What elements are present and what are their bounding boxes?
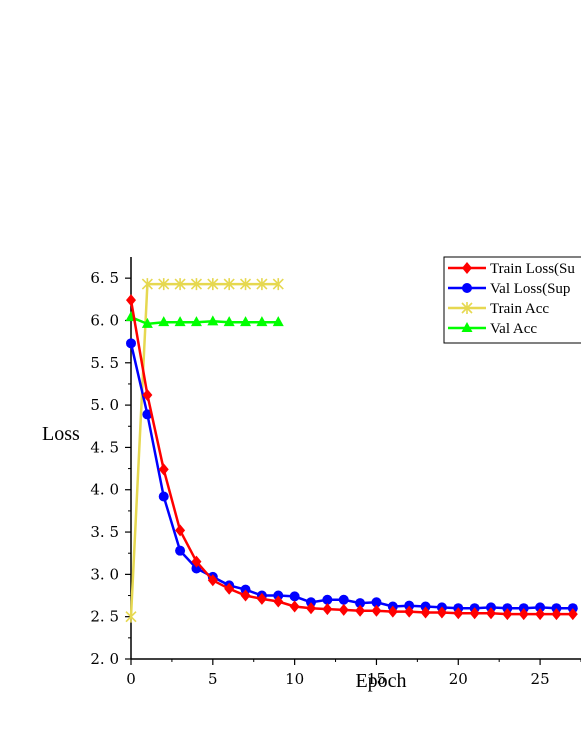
- data-point: [224, 582, 235, 595]
- series-2: [125, 278, 284, 623]
- data-point: [436, 606, 447, 619]
- data-point: [240, 589, 251, 602]
- data-point: [322, 603, 333, 616]
- legend-label: Train Loss(Su: [490, 261, 575, 277]
- x-tick-label: 25: [531, 670, 550, 688]
- data-point: [404, 605, 415, 618]
- data-point: [190, 316, 202, 327]
- axes: 2. 0 2. 5 3. 0 3. 5 4. 0 4. 5 5. 0 5. 5 6. 0 6. 5…: [90, 257, 581, 688]
- data-point: [338, 603, 349, 616]
- legend-label: Val Loss(Sup: [490, 281, 570, 297]
- data-point: [126, 294, 136, 307]
- series-3: [125, 311, 284, 328]
- data-point: [141, 317, 153, 328]
- data-point: [355, 598, 366, 609]
- data-point: [289, 600, 300, 613]
- x-tick-label: 20: [449, 670, 468, 688]
- data-point: [535, 602, 546, 613]
- series-0: [126, 294, 578, 621]
- y-tick-label: 6. 0: [90, 311, 119, 329]
- data-point: [158, 316, 170, 327]
- series-layer: [125, 278, 578, 623]
- data-point: [223, 278, 235, 291]
- data-point: [190, 278, 203, 291]
- y-axis-title: Loss: [42, 423, 80, 445]
- data-point: [158, 463, 169, 476]
- y-tick-label: 4. 5: [90, 438, 119, 456]
- legend: Train Loss(Su Val Loss(Sup Train Acc Val Ac…: [443, 256, 581, 344]
- data-point: [256, 278, 268, 291]
- data-point: [518, 608, 529, 621]
- y-tick-label: 5. 5: [90, 354, 119, 372]
- data-point: [371, 597, 382, 608]
- data-point: [453, 607, 464, 620]
- data-point: [141, 278, 153, 291]
- data-point: [387, 605, 398, 618]
- series-line: [129, 282, 279, 617]
- data-point: [175, 524, 186, 537]
- data-point: [306, 602, 316, 615]
- data-point: [420, 606, 431, 619]
- data-point: [158, 491, 169, 502]
- data-point: [551, 608, 562, 621]
- series-line: [130, 315, 279, 326]
- data-point: [273, 595, 284, 608]
- data-point: [272, 316, 284, 327]
- x-tick-label: 15: [367, 670, 386, 688]
- data-point: [191, 555, 202, 568]
- y-tick-label: 3. 0: [90, 565, 119, 583]
- legend-label: Val Acc: [490, 321, 537, 337]
- data-point: [462, 262, 472, 274]
- y-tick-label: 6. 5: [90, 269, 119, 287]
- data-point: [256, 316, 268, 327]
- data-point: [289, 591, 300, 602]
- data-point: [355, 604, 366, 617]
- y-tick-label: 2. 0: [90, 650, 119, 668]
- data-point: [174, 278, 186, 291]
- data-point: [142, 388, 153, 401]
- y-tick-label: 5. 0: [90, 396, 119, 414]
- data-point: [338, 594, 349, 605]
- data-point: [322, 594, 333, 605]
- data-point: [535, 608, 546, 621]
- series-line: [129, 299, 573, 616]
- data-point: [461, 322, 473, 332]
- data-point: [239, 278, 252, 291]
- data-point: [126, 338, 136, 349]
- x-axis-title: Epoch: [355, 670, 406, 692]
- data-point: [125, 610, 137, 623]
- x-tick-label: 10: [285, 670, 304, 688]
- data-point: [567, 608, 578, 621]
- data-point: [469, 607, 480, 620]
- data-point: [240, 316, 252, 327]
- data-point: [207, 315, 219, 326]
- data-point: [223, 316, 235, 327]
- data-point: [207, 574, 218, 587]
- data-point: [158, 278, 170, 291]
- y-tick-label: 3. 5: [90, 523, 119, 541]
- data-point: [272, 278, 284, 291]
- data-point: [462, 283, 472, 293]
- data-point: [174, 316, 186, 327]
- y-tick-label: 2. 5: [90, 608, 119, 626]
- data-point: [371, 604, 382, 617]
- series-1: [126, 338, 578, 614]
- data-point: [175, 545, 186, 556]
- data-point: [486, 607, 496, 620]
- data-point: [461, 302, 473, 314]
- data-point: [502, 608, 513, 621]
- data-point: [256, 592, 267, 605]
- y-tick-label: 4. 0: [90, 481, 119, 499]
- data-point: [207, 278, 219, 291]
- x-tick-label: 5: [208, 670, 218, 688]
- x-tick-label: 0: [126, 670, 136, 688]
- legend-label: Train Acc: [490, 301, 549, 317]
